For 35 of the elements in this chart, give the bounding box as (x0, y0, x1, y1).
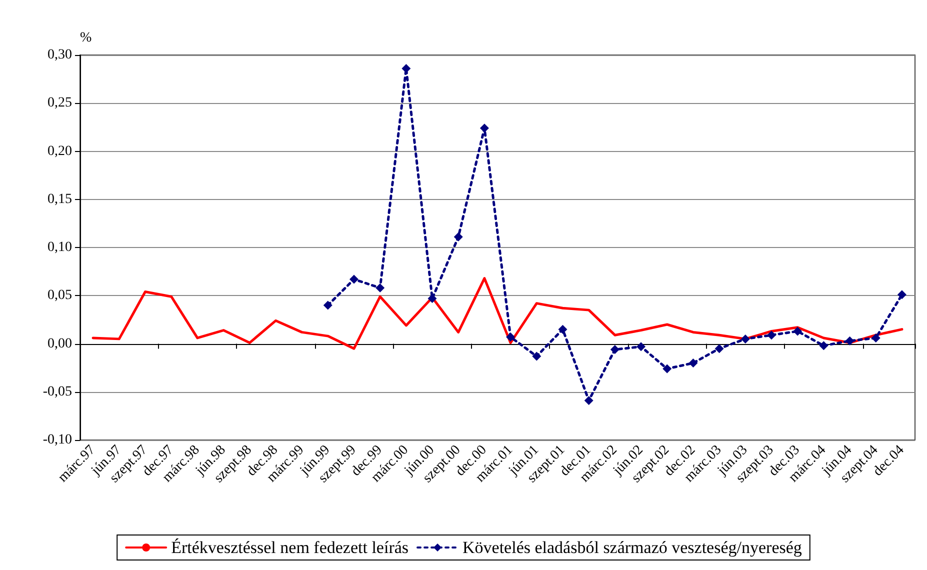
legend-label: Értékvesztéssel nem fedezett leírás (171, 538, 409, 557)
point (793, 326, 802, 336)
point (402, 64, 411, 73)
point (610, 345, 620, 354)
y-tick-label: 0,30 (48, 48, 72, 62)
point (506, 332, 516, 342)
legend-label: Követelés eladásból származó veszteség/nyereség (462, 538, 802, 557)
point (558, 324, 568, 334)
point (897, 290, 906, 300)
y-tick-label: 0,05 (48, 288, 72, 304)
y-tick-label: -0,10 (42, 432, 72, 448)
point (819, 341, 828, 350)
point (871, 333, 880, 342)
y-tick-label: 0,15 (48, 192, 72, 207)
point (323, 300, 332, 310)
point (845, 336, 854, 346)
point (714, 344, 724, 354)
point (532, 352, 542, 361)
y-tick-label: 0,25 (48, 96, 72, 111)
y-tick-label: 0,00 (48, 336, 72, 352)
point (740, 334, 750, 344)
point (636, 342, 646, 352)
line-series (92, 277, 904, 350)
point (349, 274, 358, 284)
point (688, 358, 698, 368)
point (766, 330, 776, 340)
y-tick-label: 0,20 (48, 144, 72, 159)
point (454, 232, 463, 242)
y-tick-label: -0,05 (42, 384, 72, 400)
y-tick-label: 0,10 (48, 240, 72, 255)
point (584, 396, 594, 406)
point (662, 364, 672, 374)
point (480, 124, 489, 133)
point (376, 283, 385, 292)
y-axis-title: % (80, 30, 92, 46)
